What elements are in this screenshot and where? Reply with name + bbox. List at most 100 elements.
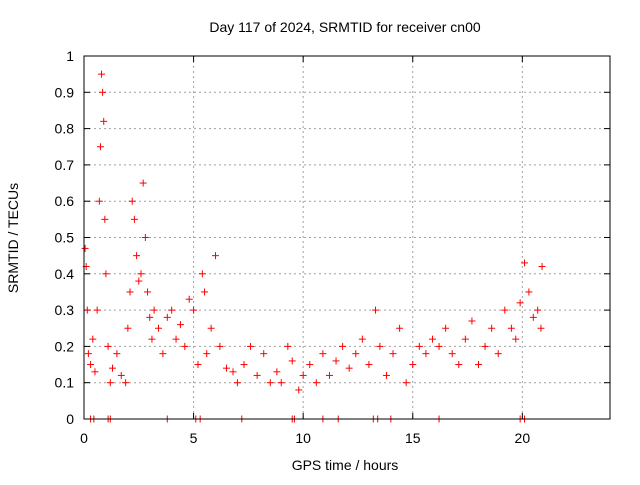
- x-axis-label: GPS time / hours: [292, 457, 399, 473]
- data-point: [455, 361, 463, 369]
- data-point: [288, 357, 296, 365]
- data-point: [273, 368, 281, 376]
- x-tick-label: 10: [295, 430, 311, 446]
- data-point: [475, 361, 482, 369]
- data-point: [137, 270, 145, 278]
- data-point: [102, 270, 110, 278]
- data-point: [260, 350, 268, 358]
- data-point: [168, 306, 176, 314]
- y-tick-label: 0.2: [55, 338, 75, 354]
- data-point: [108, 364, 116, 372]
- data-point: [201, 288, 209, 296]
- data-point: [247, 342, 255, 350]
- data-point: [409, 361, 417, 369]
- chart-title: Day 117 of 2024, SRMTID for receiver cn0…: [209, 19, 481, 35]
- y-tick-label: 0.9: [55, 84, 75, 100]
- data-point: [133, 252, 141, 260]
- y-tick-label: 0.5: [55, 230, 75, 246]
- data-point: [130, 215, 138, 223]
- data-points: [81, 70, 546, 423]
- data-point: [402, 379, 410, 387]
- data-point: [89, 335, 97, 343]
- data-point: [501, 306, 509, 314]
- data-point: [163, 313, 171, 321]
- data-point: [299, 371, 307, 379]
- data-point: [525, 288, 533, 296]
- data-point: [139, 179, 147, 187]
- x-tick-label: 0: [80, 430, 88, 446]
- data-point: [172, 335, 180, 343]
- data-point: [101, 215, 109, 223]
- data-point: [96, 143, 104, 151]
- y-ticks: 0 0.1 0.2 0.3 0.4 0.5 0.6 0.7 0.8 0.9 1: [55, 48, 610, 427]
- data-point: [516, 299, 524, 307]
- y-tick-label: 0: [66, 411, 74, 427]
- data-point: [422, 350, 430, 358]
- data-point: [468, 317, 476, 325]
- y-tick-label: 0.8: [55, 121, 75, 137]
- data-point: [95, 197, 103, 205]
- data-point: [319, 350, 327, 358]
- data-point: [87, 361, 95, 369]
- data-point: [212, 252, 219, 260]
- x-ticks: 0 5 10 15 20: [80, 56, 530, 446]
- data-point: [365, 361, 373, 369]
- data-point: [117, 371, 125, 379]
- data-point: [100, 117, 108, 125]
- data-point: [194, 361, 202, 369]
- data-point: [222, 364, 230, 372]
- data-point: [106, 379, 114, 387]
- gridlines: [84, 56, 610, 419]
- data-point: [537, 324, 545, 332]
- data-point: [253, 371, 261, 379]
- data-point: [93, 306, 101, 314]
- data-point: [277, 379, 285, 387]
- data-point: [229, 368, 237, 376]
- data-point: [481, 342, 489, 350]
- data-point: [141, 234, 149, 241]
- data-point: [521, 259, 529, 267]
- data-point: [99, 88, 107, 96]
- data-point: [389, 350, 397, 358]
- y-tick-label: 0.3: [55, 302, 75, 318]
- data-point: [198, 270, 206, 278]
- y-tick-label: 0.1: [55, 375, 75, 391]
- data-point: [312, 379, 320, 387]
- data-point: [159, 350, 167, 358]
- data-point: [122, 379, 130, 387]
- y-tick-label: 1: [66, 48, 74, 64]
- data-point: [216, 342, 224, 350]
- data-point: [396, 324, 404, 332]
- data-point: [124, 324, 132, 332]
- data-point: [135, 277, 143, 285]
- data-point: [512, 335, 520, 343]
- data-point: [534, 306, 542, 314]
- data-point: [207, 324, 215, 332]
- data-point: [185, 295, 193, 303]
- data-point: [442, 324, 450, 332]
- data-point: [488, 324, 496, 332]
- data-point: [203, 350, 211, 358]
- data-point: [126, 288, 134, 296]
- data-point: [435, 342, 443, 350]
- data-point: [494, 350, 502, 358]
- data-point: [146, 313, 154, 321]
- plot-frame: [83, 55, 611, 420]
- data-point: [98, 70, 106, 78]
- data-point: [345, 364, 353, 372]
- data-point: [538, 263, 546, 271]
- data-point: [371, 306, 379, 314]
- data-point: [240, 361, 248, 369]
- data-point: [181, 342, 189, 350]
- data-point: [415, 342, 423, 350]
- data-point: [233, 379, 241, 387]
- data-point: [81, 244, 89, 252]
- x-tick-label: 5: [190, 430, 198, 446]
- data-point: [339, 342, 347, 350]
- y-tick-label: 0.4: [55, 266, 75, 282]
- data-point: [284, 342, 292, 350]
- data-point: [306, 361, 314, 369]
- data-point: [448, 350, 456, 358]
- data-point: [529, 313, 537, 321]
